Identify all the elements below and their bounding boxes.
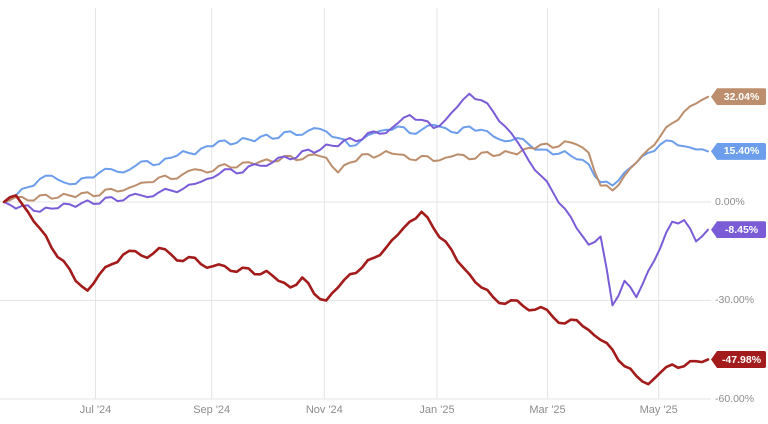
x-axis-label: Jan '25	[419, 404, 455, 416]
x-axis-label: Mar '25	[529, 404, 566, 416]
x-axis-label: Sep '24	[193, 404, 231, 416]
end-value-badge-blue: 15.40%	[711, 142, 766, 160]
end-value-badge-tan: 32.04%	[711, 88, 766, 106]
line-purple	[3, 92, 709, 307]
end-value-badge-purple: -8.45%	[711, 221, 766, 239]
y-axis-label: -30.00%	[715, 294, 755, 307]
end-value-badge-red: -47.98%	[711, 351, 766, 369]
y-axis-label: -60.00%	[715, 392, 755, 405]
x-axis-label: May '25	[639, 404, 678, 416]
x-axis-label: Jul '24	[79, 404, 112, 416]
line-red	[2, 194, 710, 386]
line-tan	[3, 95, 709, 203]
x-axis-label: Nov '24	[305, 404, 343, 416]
line-blue	[3, 123, 709, 203]
y-axis-label: 0.00%	[715, 196, 745, 208]
